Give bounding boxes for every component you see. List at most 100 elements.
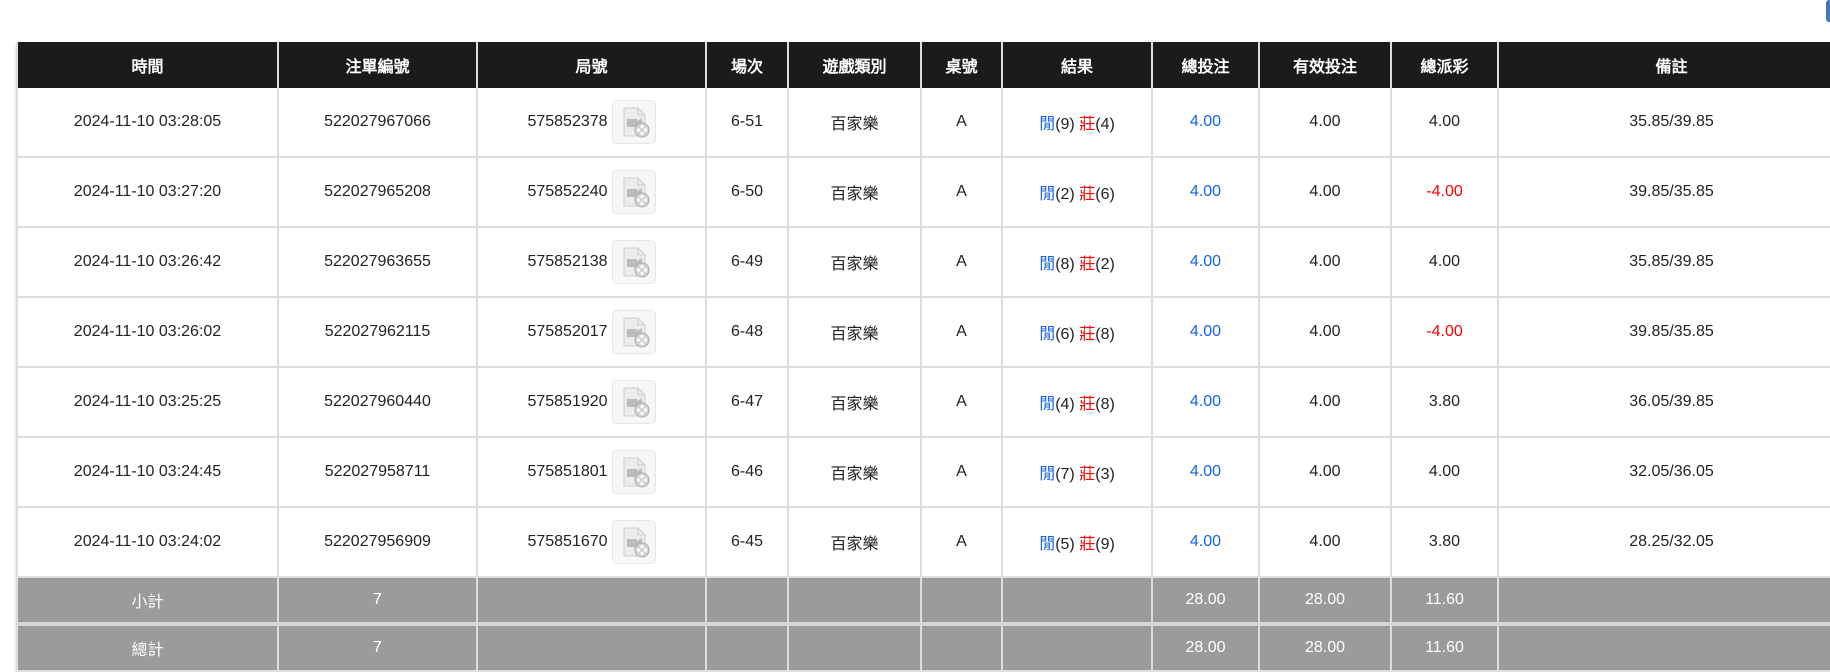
column-header-note[interactable]: 備註 xyxy=(1497,42,1830,88)
column-header-valid-bet[interactable]: 有效投注 xyxy=(1258,42,1392,88)
valid-bet-cell: 4.00 xyxy=(1258,227,1392,298)
time-cell: 2024-11-10 03:26:42 xyxy=(16,227,279,298)
note-cell: 36.05/39.85 xyxy=(1497,367,1830,438)
round-number: 575852138 xyxy=(527,253,608,271)
table-row: 2024-11-10 03:26:02 522027962115 5758520… xyxy=(16,297,1830,368)
player-score: (7) xyxy=(1055,466,1075,483)
column-header-bet-id[interactable]: 注單編號 xyxy=(277,42,478,88)
total-bet-cell[interactable]: 4.00 xyxy=(1151,88,1260,158)
summary-total-bet: 28.00 xyxy=(1151,577,1260,626)
summary-count: 7 xyxy=(277,577,478,626)
round-cell: 575851920 xyxy=(476,367,707,438)
valid-bet-cell: 4.00 xyxy=(1258,297,1392,368)
summary-label: 小計 xyxy=(16,577,279,626)
table-row: 2024-11-10 03:28:05 522027967066 5758523… xyxy=(16,88,1830,158)
time-cell: 2024-11-10 03:26:02 xyxy=(16,297,279,368)
round-cell: 575852017 xyxy=(476,297,707,368)
banker-label: 莊 xyxy=(1079,536,1096,553)
valid-bet-cell: 4.00 xyxy=(1258,437,1392,508)
table-row: 2024-11-10 03:24:45 522027958711 5758518… xyxy=(16,437,1830,508)
payout-cell: -4.00 xyxy=(1390,157,1499,228)
grand-total-row: 總計 7 28.00 28.00 11.60 xyxy=(16,624,1830,672)
video-replay-icon[interactable] xyxy=(611,240,656,284)
banker-score: (8) xyxy=(1095,326,1115,343)
result-cell: 閒(5) 莊(9) xyxy=(1001,507,1153,578)
column-header-shoe[interactable]: 場次 xyxy=(705,42,789,88)
banker-score: (2) xyxy=(1095,256,1115,273)
column-header-result[interactable]: 結果 xyxy=(1001,42,1153,88)
player-score: (5) xyxy=(1055,536,1075,553)
round-number: 575852240 xyxy=(527,183,608,201)
time-cell: 2024-11-10 03:25:25 xyxy=(16,367,279,438)
player-label: 閒 xyxy=(1039,186,1056,203)
bet-id-cell: 522027960440 xyxy=(277,367,478,438)
time-cell: 2024-11-10 03:28:05 xyxy=(16,88,279,158)
player-label: 閒 xyxy=(1039,326,1056,343)
game-type-cell: 百家樂 xyxy=(787,297,922,368)
player-label: 閒 xyxy=(1039,466,1056,483)
column-header-table-no[interactable]: 桌號 xyxy=(920,42,1003,88)
table-row: 2024-11-10 03:25:25 522027960440 5758519… xyxy=(16,367,1830,438)
shoe-cell: 6-45 xyxy=(705,507,789,578)
player-label: 閒 xyxy=(1039,256,1056,273)
scroll-indicator xyxy=(1826,0,1830,22)
column-header-game-type[interactable]: 遊戲類別 xyxy=(787,42,922,88)
video-replay-icon[interactable] xyxy=(611,310,656,354)
summary-payout: 11.60 xyxy=(1390,577,1499,626)
shoe-cell: 6-46 xyxy=(705,437,789,508)
total-bet-cell[interactable]: 4.00 xyxy=(1151,157,1260,228)
result-cell: 閒(7) 莊(3) xyxy=(1001,437,1153,508)
bet-id-cell: 522027965208 xyxy=(277,157,478,228)
total-bet-cell[interactable]: 4.00 xyxy=(1151,227,1260,298)
round-cell: 575851670 xyxy=(476,507,707,578)
table-row: 2024-11-10 03:27:20 522027965208 5758522… xyxy=(16,157,1830,228)
note-cell: 39.85/35.85 xyxy=(1497,297,1830,368)
bet-id-cell: 522027967066 xyxy=(277,88,478,158)
game-type-cell: 百家樂 xyxy=(787,157,922,228)
shoe-cell: 6-48 xyxy=(705,297,789,368)
note-cell: 35.85/39.85 xyxy=(1497,88,1830,158)
game-type-cell: 百家樂 xyxy=(787,367,922,438)
shoe-cell: 6-49 xyxy=(705,227,789,298)
table-no-cell: A xyxy=(920,437,1003,508)
banker-label: 莊 xyxy=(1079,256,1096,273)
column-header-time[interactable]: 時間 xyxy=(16,42,279,88)
video-replay-icon[interactable] xyxy=(611,450,656,494)
round-number: 575851801 xyxy=(527,463,608,481)
payout-cell: 4.00 xyxy=(1390,88,1499,158)
video-replay-icon[interactable] xyxy=(611,520,656,564)
round-number: 575852017 xyxy=(527,323,608,341)
player-score: (4) xyxy=(1055,396,1075,413)
bet-records-table: 時間 注單編號 局號 場次 遊戲類別 桌號 結果 總投注 有效投注 總派彩 備註 2024-11-1… xyxy=(16,42,1830,672)
table-no-cell: A xyxy=(920,367,1003,438)
summary-total-bet: 28.00 xyxy=(1151,624,1260,672)
video-replay-icon[interactable] xyxy=(611,170,656,214)
column-header-round[interactable]: 局號 xyxy=(476,42,707,88)
note-cell: 35.85/39.85 xyxy=(1497,227,1830,298)
video-replay-icon[interactable] xyxy=(611,100,656,144)
banker-score: (6) xyxy=(1095,186,1115,203)
round-cell: 575852138 xyxy=(476,227,707,298)
player-label: 閒 xyxy=(1039,396,1056,413)
table-row: 2024-11-10 03:24:02 522027956909 5758516… xyxy=(16,507,1830,578)
total-bet-cell[interactable]: 4.00 xyxy=(1151,437,1260,508)
total-bet-cell[interactable]: 4.00 xyxy=(1151,367,1260,438)
round-number: 575852378 xyxy=(527,113,608,131)
column-header-total-bet[interactable]: 總投注 xyxy=(1151,42,1260,88)
total-bet-cell[interactable]: 4.00 xyxy=(1151,297,1260,368)
bet-id-cell: 522027956909 xyxy=(277,507,478,578)
banker-label: 莊 xyxy=(1079,396,1096,413)
payout-cell: 4.00 xyxy=(1390,227,1499,298)
column-header-payout[interactable]: 總派彩 xyxy=(1390,42,1499,88)
player-score: (8) xyxy=(1055,256,1075,273)
table-no-cell: A xyxy=(920,507,1003,578)
total-bet-cell[interactable]: 4.00 xyxy=(1151,507,1260,578)
game-type-cell: 百家樂 xyxy=(787,88,922,158)
result-cell: 閒(4) 莊(8) xyxy=(1001,367,1153,438)
valid-bet-cell: 4.00 xyxy=(1258,367,1392,438)
shoe-cell: 6-47 xyxy=(705,367,789,438)
payout-cell: 3.80 xyxy=(1390,367,1499,438)
video-replay-icon[interactable] xyxy=(611,380,656,424)
table-header: 時間 注單編號 局號 場次 遊戲類別 桌號 結果 總投注 有效投注 總派彩 備註 xyxy=(16,42,1830,88)
player-label: 閒 xyxy=(1039,116,1056,133)
